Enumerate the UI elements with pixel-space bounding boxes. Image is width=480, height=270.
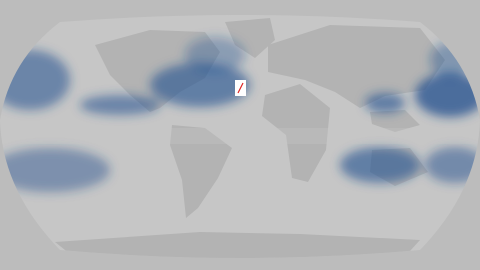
south-america [170,125,232,218]
track-cluster [0,148,110,192]
track-cluster [80,95,160,115]
track-cluster [185,37,245,73]
track-cluster [340,147,420,183]
maritime-asia [370,110,420,132]
track-cluster [415,73,480,117]
track-cluster [150,63,250,107]
cyclone-tracks [0,37,480,192]
antarctica [55,232,420,258]
greenland [225,18,275,58]
track-cluster [365,93,405,113]
africa [262,84,330,182]
land [55,18,445,258]
marker-line [237,82,244,94]
equator-gap [0,128,480,144]
eurasia [268,25,445,108]
